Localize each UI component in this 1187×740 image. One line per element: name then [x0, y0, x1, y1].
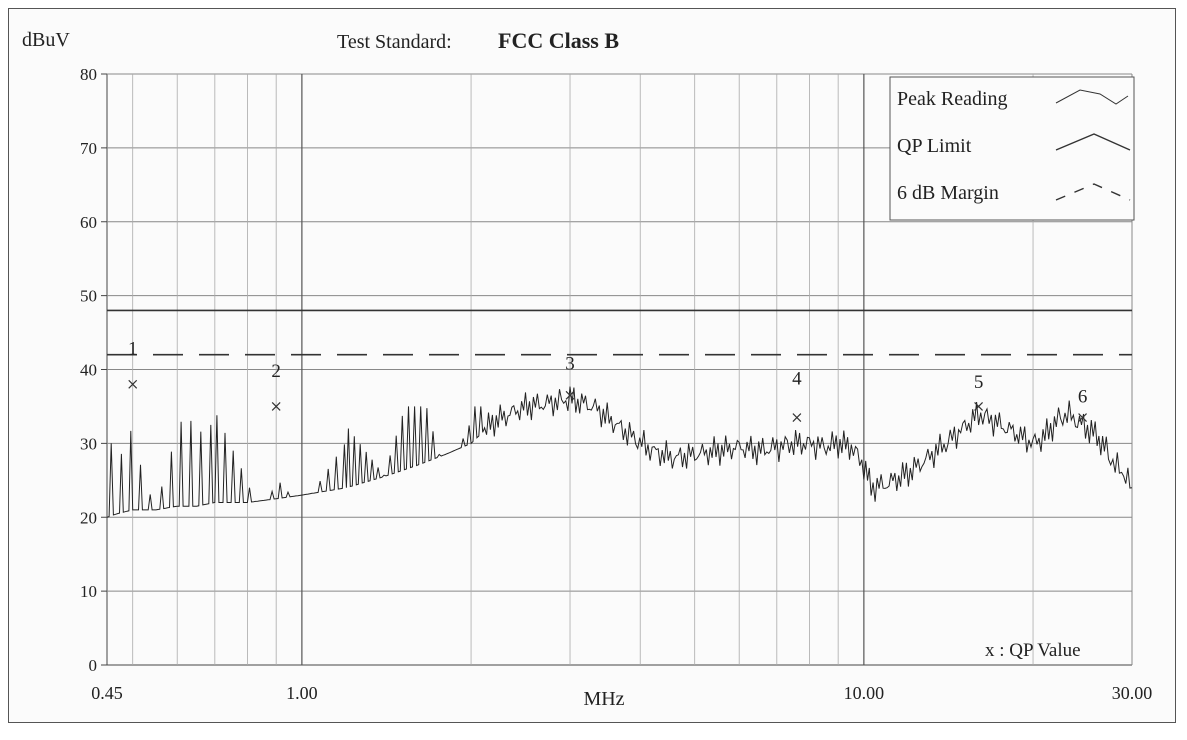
y-tick-label: 60 — [80, 213, 97, 232]
qp-value-marker — [565, 390, 575, 400]
x-tick-label: 1.00 — [286, 683, 318, 703]
qp-value-marker — [1078, 413, 1087, 422]
legend-swatch-6db-margin — [1055, 183, 1131, 201]
peak-reading-line — [106, 386, 1133, 518]
legend: Peak Reading QP Limit 6 dB Margin — [889, 76, 1135, 221]
legend-swatch-peak-reading — [1055, 89, 1129, 105]
y-tick-label: 50 — [80, 287, 97, 306]
legend-swatch-qp-limit — [1055, 133, 1131, 151]
x-axis-label: MHz — [583, 688, 624, 710]
marker-label-1: 1 — [128, 339, 138, 360]
x-tick-label: 10.00 — [844, 683, 885, 703]
series-layer — [106, 309, 1133, 518]
qp-value-note: x : QP Value — [985, 640, 1081, 661]
x-tick-label: 0.45 — [91, 683, 123, 703]
legend-label-peak-reading: Peak Reading — [897, 88, 1008, 110]
qp-value-marker — [974, 402, 984, 411]
x-tick-label: 30.00 — [1112, 683, 1153, 703]
marker-label-4: 4 — [792, 368, 802, 389]
marker-layer: 1 2 3 4 5 6 — [128, 339, 1087, 422]
y-tick-label: 30 — [80, 434, 97, 453]
y-tick-label: 70 — [80, 139, 97, 158]
y-tick-label: 80 — [80, 65, 97, 84]
marker-label-6: 6 — [1078, 387, 1088, 408]
marker-label-2: 2 — [271, 361, 281, 382]
test-standard-label: Test Standard: — [337, 31, 452, 53]
y-tick-label: 40 — [80, 361, 97, 380]
marker-label-5: 5 — [974, 372, 984, 393]
qp-value-marker — [271, 402, 281, 411]
y-tick-label: 20 — [80, 508, 97, 527]
qp-value-marker — [792, 413, 802, 422]
y-tick-label: 0 — [89, 656, 98, 675]
legend-label-qp-limit: QP Limit — [897, 135, 972, 157]
marker-label-3: 3 — [565, 354, 575, 375]
legend-label-6db-margin: 6 dB Margin — [897, 182, 999, 204]
y-unit-label: dBuV — [22, 29, 70, 51]
y-tick-label: 10 — [80, 582, 97, 601]
grid-layer: 0 10 20 30 40 50 60 70 80 0.45 1.00 10.00 30.00 — [80, 65, 1152, 703]
legend-box — [889, 76, 1135, 221]
test-standard-value: FCC Class B — [498, 28, 619, 53]
qp-value-marker — [128, 379, 138, 389]
